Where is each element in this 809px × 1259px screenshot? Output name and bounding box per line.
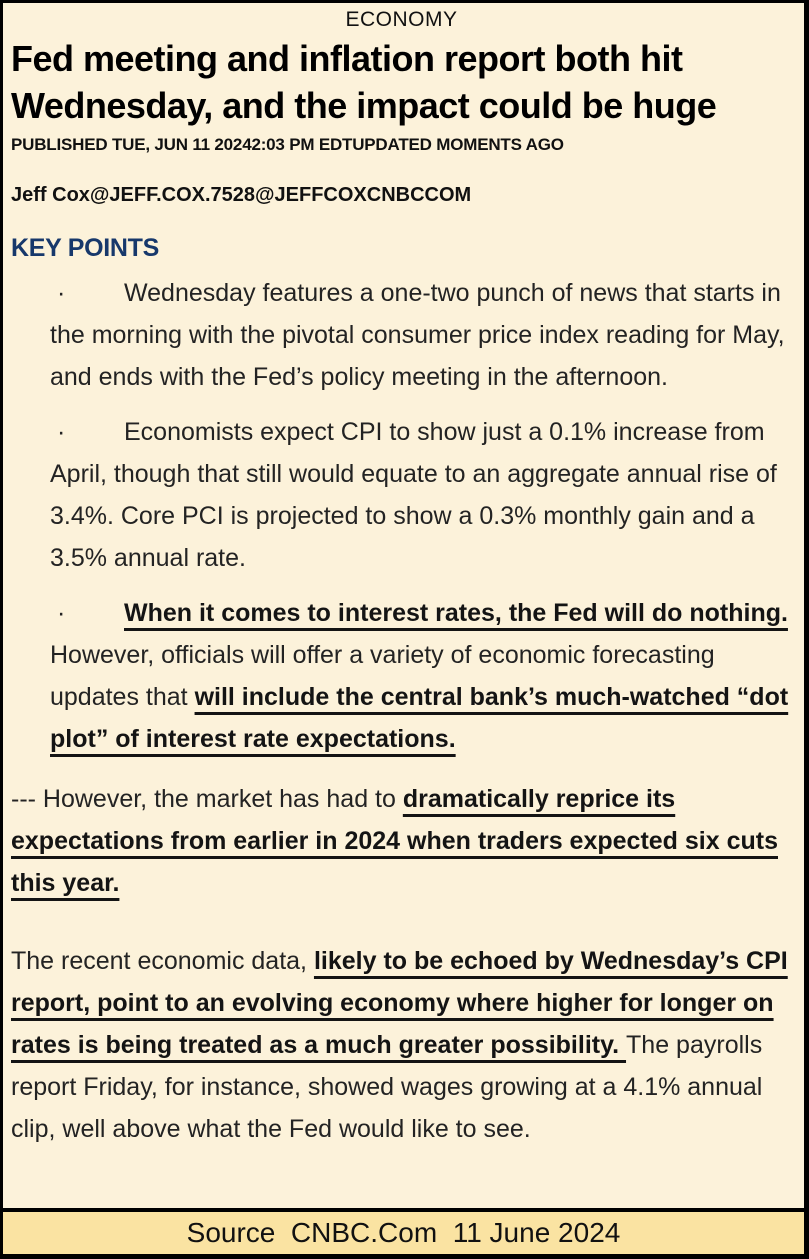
section-kicker: ECONOMY bbox=[345, 8, 458, 31]
author-byline: Jeff Cox@JEFF.COX.7528@JEFFCOXCNBCCOM bbox=[11, 184, 472, 206]
source-footer: Source CNBC.Com 11 June 2024 bbox=[3, 1208, 804, 1254]
emphasized-text: will include the central bank’s much-wat… bbox=[50, 683, 789, 753]
article-headline: Fed meeting and inflation report both hi… bbox=[11, 38, 717, 126]
bullet-marker: · bbox=[57, 599, 66, 627]
bullet-marker: · bbox=[57, 418, 66, 446]
bullet-marker: · bbox=[57, 279, 66, 307]
body-text: The recent economic data, bbox=[11, 947, 314, 975]
article-content: ECONOMY Fed meeting and inflation report… bbox=[3, 8, 804, 1150]
body-text: However, officials will offer a variety … bbox=[50, 641, 715, 711]
body-text: --- However, the market has had to bbox=[11, 785, 403, 813]
key-point-bullet: · Wednesday features a one-two punch of n… bbox=[11, 272, 792, 398]
article-body: · Wednesday features a one-two punch of n… bbox=[11, 272, 792, 1150]
emphasized-text: When it comes to interest rates, the Fed… bbox=[124, 599, 788, 627]
key-point-bullet: · Economists expect CPI to show just a 0.… bbox=[11, 411, 792, 579]
emphasized-text: dramatically reprice its expectations fr… bbox=[11, 785, 778, 897]
body-text: Economists expect CPI to show just a 0.1… bbox=[50, 418, 777, 572]
key-point-bullet: · When it comes to interest rates, the Fe… bbox=[11, 592, 792, 760]
body-paragraph: The recent economic data, likely to be e… bbox=[11, 940, 792, 1150]
emphasized-text: likely to be echoed by Wednesday’s CPI r… bbox=[11, 947, 788, 1059]
published-timestamp: PUBLISHED TUE, JUN 11 20242:03 PM EDTUPD… bbox=[11, 135, 564, 154]
body-text: Wednesday features a one-two punch of ne… bbox=[50, 279, 785, 391]
body-text: The payrolls report Friday, for instance… bbox=[11, 1031, 763, 1143]
body-paragraph: --- However, the market has had to drama… bbox=[11, 778, 792, 904]
key-points-heading: KEY POINTS bbox=[11, 234, 159, 262]
